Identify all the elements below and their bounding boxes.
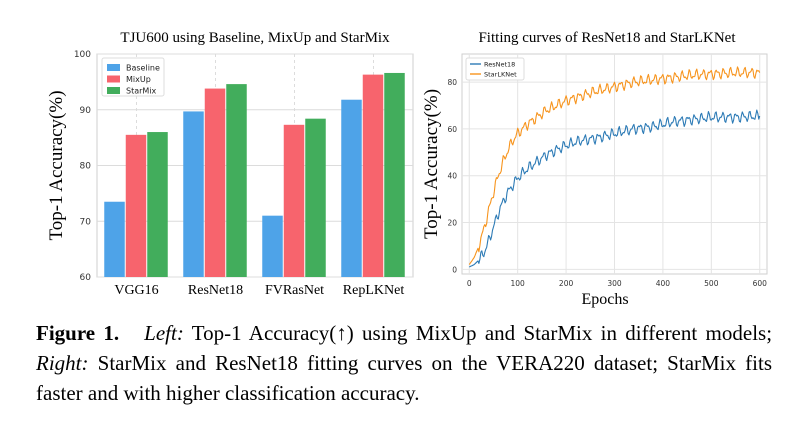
line-xtick-label: 500: [704, 279, 719, 288]
line-xtick-label: 300: [607, 279, 622, 288]
bar-baseline-replknet: [341, 99, 362, 277]
bar-starmix-fvrasnet: [305, 118, 326, 277]
bar-chart-legend: Baseline MixUp StarMix: [101, 57, 165, 97]
figure: 60 70 80 90 100 VGG16 ResNet18 FVRasNet RepLKNe…: [46, 30, 768, 308]
line-chart-ylabel: Top-1 Accuracy(%): [421, 89, 442, 239]
line-series-resnet18: [469, 109, 761, 268]
bar-ytick-label: 100: [74, 50, 91, 60]
line-ytick-label: 80: [447, 78, 457, 87]
line-xtick-label: 600: [753, 279, 768, 288]
bar-ytick-label: 80: [80, 162, 92, 172]
bar-ytick-label: 60: [80, 273, 92, 283]
bar-xtick-label: FVRasNet: [265, 283, 324, 298]
bar-legend-label: MixUp: [126, 75, 151, 84]
line-chart-xlabel: Epochs: [581, 291, 628, 308]
bar-legend-swatch: [107, 87, 120, 94]
bar-legend-label: Baseline: [126, 64, 160, 73]
bar-starmix-resnet18: [226, 84, 247, 277]
line-chart-title: Fitting curves of ResNet18 and StarLKNet: [478, 30, 736, 46]
caption-left-tag: Left:: [144, 321, 184, 345]
line-xtick-label: 200: [559, 279, 574, 288]
bar-mixup-replknet: [362, 74, 384, 277]
bar-legend-swatch: [107, 64, 120, 71]
line-ytick-label: 40: [447, 172, 457, 181]
caption-right-text: StarMix and ResNet18 fitting curves on t…: [36, 351, 772, 405]
caption-label: Figure 1.: [36, 321, 120, 345]
line-ytick-label: 20: [447, 219, 457, 228]
line-legend-label: ResNet18: [484, 61, 515, 69]
bar-starmix-replknet: [384, 72, 405, 277]
bar-chart-accuracy: 60 70 80 90 100 VGG16 ResNet18 FVRasNet RepLKNe…: [46, 30, 414, 298]
line-ytick-label: 60: [447, 125, 457, 134]
caption-left-text: Top-1 Accuracy(↑) using MixUp and StarMi…: [191, 321, 773, 345]
bar-mixup-resnet18: [204, 88, 226, 277]
line-chart-legend: ResNet18 StarLKNet: [465, 57, 525, 81]
bar-ytick-label: 70: [80, 217, 92, 227]
bar-xtick-label: ResNet18: [188, 283, 243, 298]
bar-mixup-vgg16: [125, 134, 147, 277]
bar-xtick-label: RepLKNet: [343, 283, 405, 298]
bar-baseline-vgg16: [104, 201, 125, 277]
bar-legend-swatch: [107, 75, 120, 83]
line-series-starlknet: [468, 66, 761, 265]
bar-legend-label: StarMix: [126, 87, 157, 96]
bar-baseline-resnet18: [183, 111, 204, 277]
bar-chart-ylabel: Top-1 Accuracy(%): [46, 90, 67, 240]
line-legend-label: StarLKNet: [484, 71, 517, 79]
bar-baseline-fvrasnet: [262, 215, 283, 277]
bar-ytick-label: 90: [80, 106, 92, 116]
line-xtick-label: 400: [656, 279, 671, 288]
bar-chart-title: TJU600 using Baseline, MixUp and StarMix: [120, 30, 390, 46]
caption-right-tag: Right:: [36, 351, 89, 375]
bar-xtick-label: VGG16: [114, 283, 158, 298]
bar-mixup-fvrasnet: [283, 124, 305, 278]
line-xtick-label: 100: [511, 279, 526, 288]
line-chart-fitting: 0 20 40 60 80 0 100 200 300 400 500 600 Fitting cu…: [421, 30, 768, 308]
bar-starmix-vgg16: [147, 132, 168, 277]
figure-caption: Figure 1. Left: Top-1 Accuracy(↑) using …: [36, 318, 772, 408]
line-ytick-label: 0: [452, 265, 457, 274]
line-xtick-label: 0: [467, 279, 472, 288]
